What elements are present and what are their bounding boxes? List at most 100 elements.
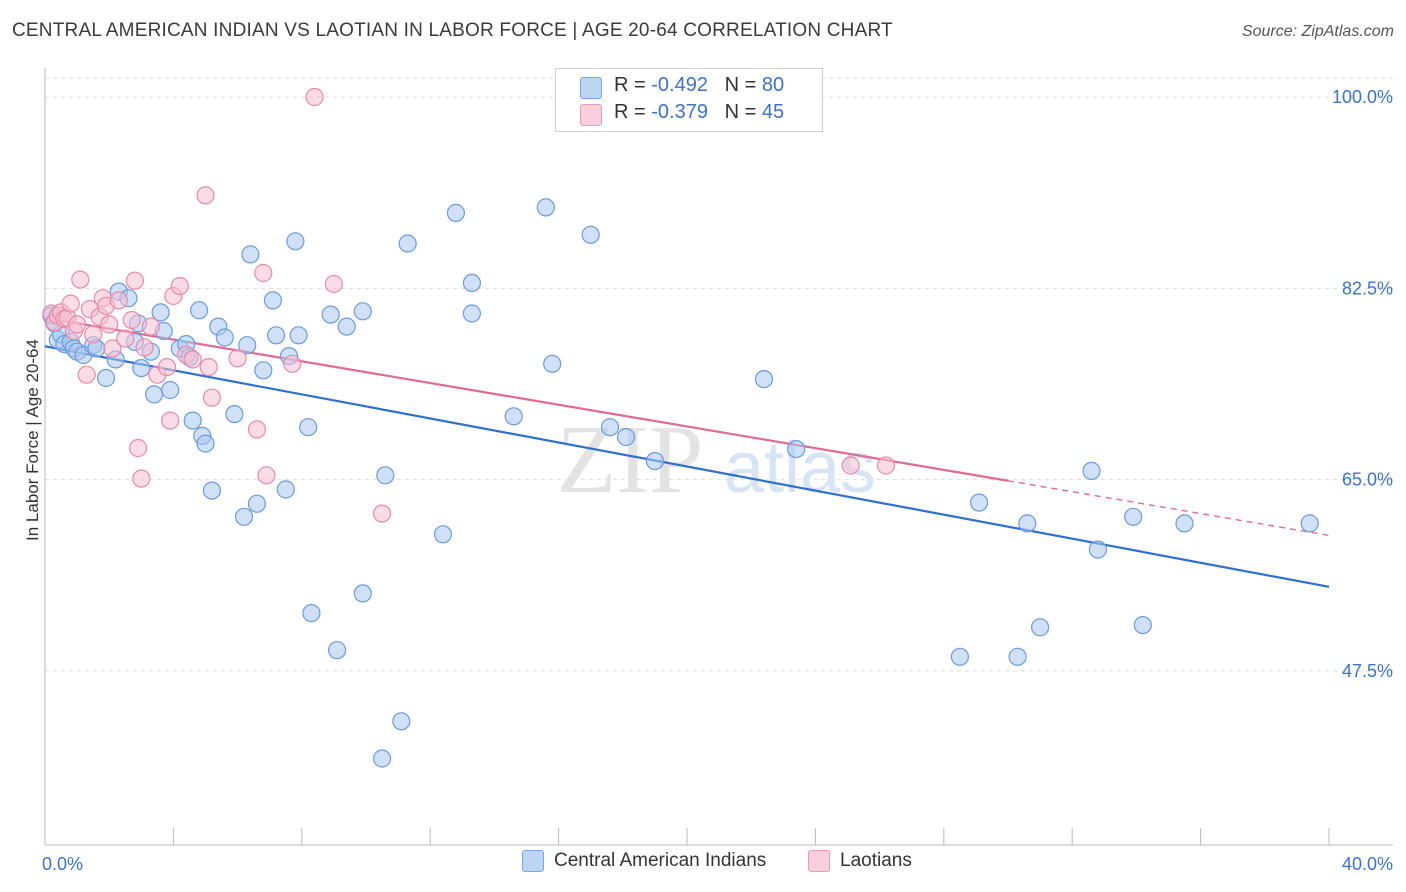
point-central-american-indians-27 xyxy=(190,301,209,320)
bottom-legend-swatch-blue xyxy=(522,850,544,872)
point-central-american-indians-33 xyxy=(225,405,244,424)
point-laotians-45 xyxy=(876,456,896,475)
point-laotians-22 xyxy=(129,438,148,458)
trend-lines xyxy=(44,316,1330,588)
point-central-american-indians-58 xyxy=(462,273,481,292)
point-central-american-indians-11 xyxy=(96,368,116,388)
point-central-american-indians-17 xyxy=(132,359,151,378)
tick-labels: 100.0% 82.5% 65.0% 47.5% 0.0% 40.0% xyxy=(42,87,1393,874)
point-laotians-42 xyxy=(324,274,343,294)
point-central-american-indians-57 xyxy=(446,203,465,222)
point-central-american-indians-71 xyxy=(1008,647,1027,666)
point-laotians-6 xyxy=(61,294,80,313)
legend-swatch-blue xyxy=(580,77,602,99)
point-central-american-indians-46 xyxy=(302,603,321,623)
y-tick-label-2: 65.0% xyxy=(1342,470,1393,490)
point-central-american-indians-78 xyxy=(1175,514,1194,533)
point-central-american-indians-54 xyxy=(392,712,411,731)
point-laotians-43 xyxy=(373,504,392,523)
point-central-american-indians-60 xyxy=(504,407,523,426)
point-central-american-indians-36 xyxy=(241,245,260,264)
point-laotians-39 xyxy=(257,466,276,485)
legend-text-blue: R = -0.492 N = 80 xyxy=(614,74,785,96)
point-central-american-indians-29 xyxy=(196,434,215,453)
x-tick-label-0: 0.0% xyxy=(42,854,83,874)
grid-lines xyxy=(45,77,1393,672)
point-laotians-27 xyxy=(157,358,177,377)
point-central-american-indians-37 xyxy=(247,494,266,513)
point-central-american-indians-69 xyxy=(950,647,970,666)
legend-swatch-pink xyxy=(580,104,602,126)
legend-text-pink: R = -0.379 N = 45 xyxy=(614,101,785,123)
y-axis-label: In Labor Force | Age 20-64 xyxy=(23,339,42,541)
point-central-american-indians-62 xyxy=(543,354,562,373)
point-laotians-16 xyxy=(100,315,119,334)
point-central-american-indians-49 xyxy=(337,317,356,336)
data-points xyxy=(42,87,1319,768)
chart-title: CENTRAL AMERICAN INDIAN VS LAOTIAN IN LA… xyxy=(12,20,893,41)
correlation-legend: R = -0.492 N = 80 R = -0.379 N = 45 xyxy=(555,68,823,132)
axes xyxy=(44,68,1393,846)
trend-line-laotians xyxy=(44,316,1009,482)
point-laotians-9 xyxy=(71,270,90,289)
point-central-american-indians-64 xyxy=(600,418,620,437)
point-laotians-19 xyxy=(116,329,135,348)
watermark-zip: ZIP xyxy=(557,406,704,514)
point-laotians-23 xyxy=(132,469,151,488)
point-central-american-indians-63 xyxy=(581,225,600,244)
point-laotians-17 xyxy=(103,339,122,358)
point-central-american-indians-44 xyxy=(289,326,308,345)
point-central-american-indians-53 xyxy=(376,466,395,485)
point-central-american-indians-75 xyxy=(1088,540,1108,559)
point-central-american-indians-40 xyxy=(267,326,286,345)
source-label: Source: ZipAtlas.com xyxy=(1241,23,1394,40)
point-laotians-34 xyxy=(199,358,218,377)
point-central-american-indians-70 xyxy=(969,493,989,512)
y-axis-label-text: In Labor Force | Age 20-64 xyxy=(23,339,42,541)
point-central-american-indians-26 xyxy=(183,411,202,430)
point-laotians-24 xyxy=(135,338,154,357)
point-central-american-indians-19 xyxy=(145,385,164,404)
point-central-american-indians-55 xyxy=(398,234,417,253)
point-central-american-indians-47 xyxy=(321,305,340,324)
point-central-american-indians-38 xyxy=(254,361,273,380)
x-tick-label-1: 40.0% xyxy=(1342,854,1393,874)
y-tick-label-3: 47.5% xyxy=(1342,661,1393,681)
point-central-american-indians-79 xyxy=(1300,514,1319,533)
point-central-american-indians-52 xyxy=(373,749,392,768)
point-laotians-35 xyxy=(202,388,221,407)
y-tick-label-1: 82.5% xyxy=(1342,278,1393,298)
point-laotians-28 xyxy=(161,411,180,430)
point-laotians-18 xyxy=(109,291,128,310)
point-laotians-25 xyxy=(141,317,160,336)
point-laotians-40 xyxy=(283,354,302,373)
bottom-legend-swatch-pink xyxy=(808,850,830,872)
point-laotians-37 xyxy=(247,420,266,439)
point-central-american-indians-77 xyxy=(1133,615,1152,635)
point-laotians-41 xyxy=(305,87,324,107)
point-laotians-38 xyxy=(254,263,273,283)
point-central-american-indians-68 xyxy=(786,440,806,459)
point-central-american-indians-45 xyxy=(299,418,318,437)
point-laotians-8 xyxy=(67,315,87,334)
point-central-american-indians-35 xyxy=(238,336,257,355)
point-laotians-36 xyxy=(228,349,247,368)
point-laotians-44 xyxy=(841,456,860,475)
point-central-american-indians-41 xyxy=(276,480,295,499)
point-central-american-indians-72 xyxy=(1018,514,1037,533)
point-central-american-indians-61 xyxy=(536,198,555,217)
point-central-american-indians-34 xyxy=(234,507,254,526)
point-central-american-indians-43 xyxy=(286,232,305,251)
point-laotians-10 xyxy=(77,365,96,384)
bottom-legend-label-blue: Central American Indians xyxy=(554,850,767,872)
point-laotians-32 xyxy=(183,350,202,369)
point-central-american-indians-50 xyxy=(353,584,372,603)
point-central-american-indians-59 xyxy=(462,304,481,323)
point-central-american-indians-65 xyxy=(616,427,636,447)
point-central-american-indians-56 xyxy=(433,525,453,544)
trend-line-central-american-indians xyxy=(44,345,1330,588)
point-laotians-20 xyxy=(122,310,141,330)
point-central-american-indians-30 xyxy=(202,481,221,500)
point-central-american-indians-48 xyxy=(328,641,347,660)
